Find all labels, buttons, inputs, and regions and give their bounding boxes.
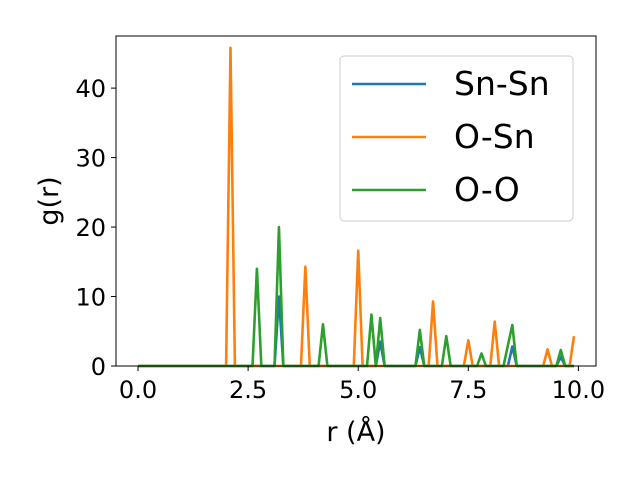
y-axis-label: g(r) xyxy=(34,176,65,225)
y-tick-label: 10 xyxy=(75,284,106,312)
legend: Sn-Sn O-Sn O-O xyxy=(339,55,574,222)
x-tick-label: 2.5 xyxy=(229,376,267,404)
x-tick-label: 10.0 xyxy=(552,376,605,404)
x-axis-ticks: 0.0 2.5 5.0 7.5 10.0 xyxy=(119,366,605,404)
x-tick-label: 5.0 xyxy=(339,376,377,404)
x-tick-label: 0.0 xyxy=(119,376,157,404)
x-tick-label: 7.5 xyxy=(449,376,487,404)
y-tick-label: 20 xyxy=(75,214,106,242)
legend-box xyxy=(339,55,574,222)
y-tick-label: 40 xyxy=(75,75,106,103)
plot-area-frame xyxy=(115,35,597,367)
y-tick-label: 30 xyxy=(75,145,106,173)
legend-label-0: Sn-Sn xyxy=(454,64,550,103)
legend-label-1: O-Sn xyxy=(454,117,535,156)
y-axis-ticks: 0 10 20 30 40 xyxy=(75,75,116,381)
legend-label-2: O-O xyxy=(454,170,520,209)
y-tick-label: 0 xyxy=(91,353,106,381)
x-axis-label: r (Å) xyxy=(326,416,385,448)
series-line-2 xyxy=(138,225,574,368)
